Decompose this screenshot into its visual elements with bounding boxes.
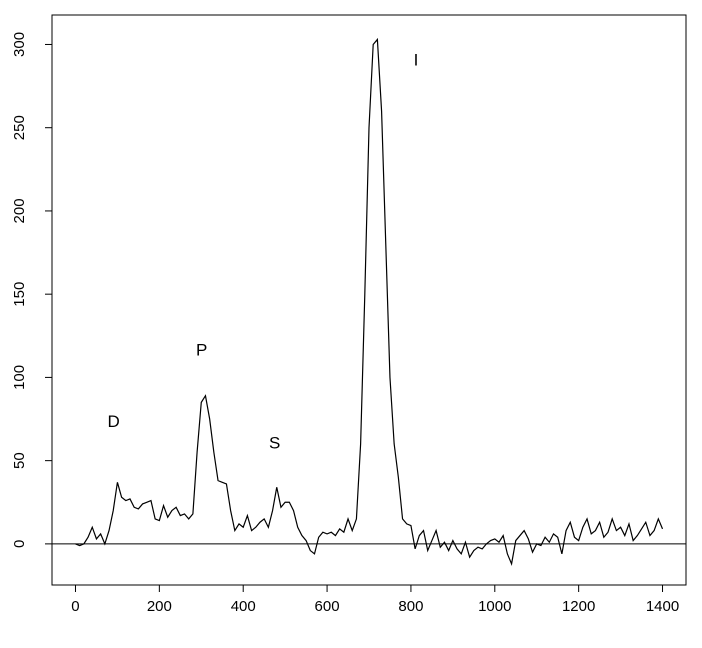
y-tick-label: 250 (11, 115, 28, 140)
x-tick-label: 0 (71, 598, 79, 615)
annotation: P (196, 340, 207, 359)
x-tick-label: 1400 (646, 598, 679, 615)
annotation: D (107, 412, 119, 431)
annotation: I (414, 51, 419, 70)
y-tick-label: 200 (11, 198, 28, 223)
x-tick-label: 800 (398, 598, 423, 615)
x-tick-label: 1000 (478, 598, 511, 615)
y-tick-label: 150 (11, 282, 28, 307)
x-tick-label: 400 (231, 598, 256, 615)
y-tick-label: 0 (11, 540, 28, 548)
x-tick-label: 600 (315, 598, 340, 615)
y-tick-label: 300 (11, 32, 28, 57)
y-tick-label: 50 (11, 452, 28, 469)
x-tick-label: 200 (147, 598, 172, 615)
plot-box (51, 14, 687, 586)
y-tick-label: 100 (11, 365, 28, 390)
x-tick-label: 1200 (562, 598, 595, 615)
annotation: S (269, 433, 280, 452)
data-line (75, 37, 664, 566)
